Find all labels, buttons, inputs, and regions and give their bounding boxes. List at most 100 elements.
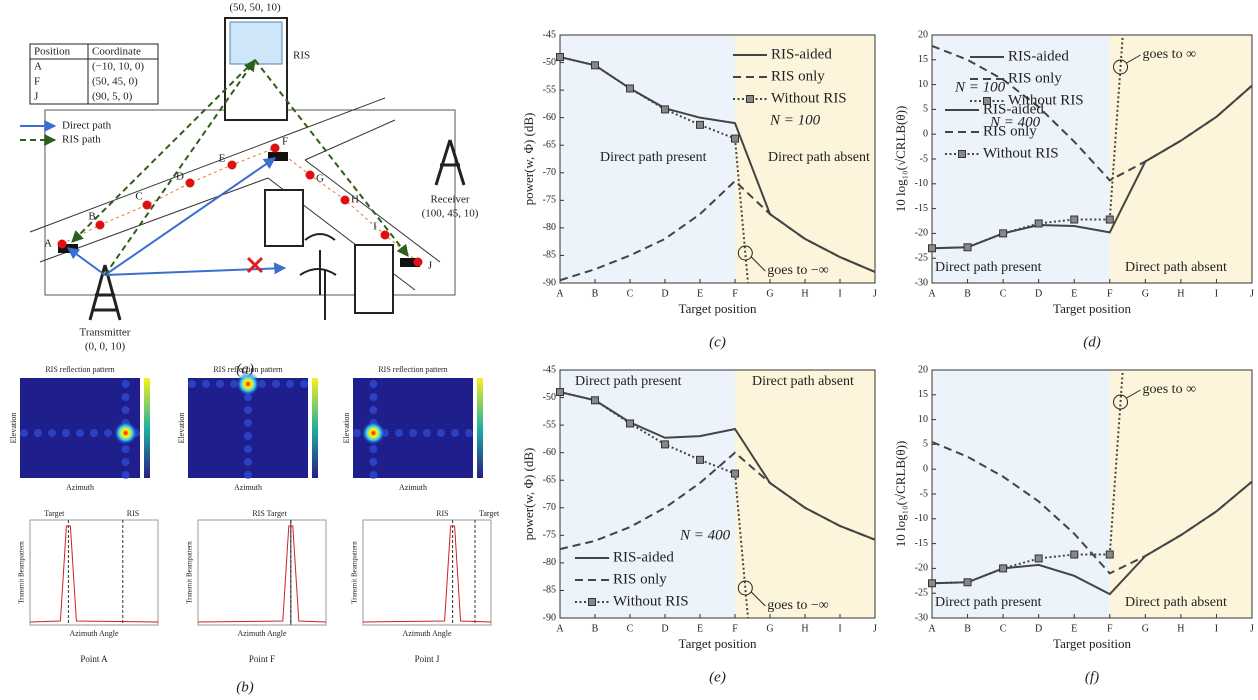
axis-label: Transmit Beampattern — [351, 541, 359, 604]
x-tick-label: G — [766, 288, 773, 299]
heatmap-title: RIS reflection pattern — [213, 365, 282, 374]
point-caption: Point J — [415, 654, 440, 664]
beampattern — [197, 525, 327, 623]
annotation-arrow — [1126, 389, 1141, 399]
marker — [661, 105, 669, 114]
point — [305, 170, 315, 180]
heatmap-lobe — [300, 380, 308, 388]
region-label: Direct path absent — [752, 374, 854, 389]
coordinate: (50, 50, 10) — [229, 2, 281, 14]
axis-label: Azimuth — [399, 483, 427, 492]
colorbar — [477, 378, 483, 478]
legend-label: RIS-aided — [983, 101, 1044, 117]
annotation-circle — [1113, 394, 1129, 410]
x-tick-label: H — [801, 623, 808, 634]
marker — [1034, 554, 1043, 563]
heatmap-peak — [361, 421, 386, 445]
heatmap-lobe — [409, 429, 417, 437]
x-tick-label: C — [1000, 288, 1007, 299]
annotation: goes to −∞ — [767, 263, 828, 278]
heatmap-title: RIS reflection pattern — [378, 365, 447, 374]
x-tick-label: J — [873, 288, 877, 299]
x-tick-label: E — [697, 623, 703, 634]
axis-label: Azimuth Angle — [69, 629, 119, 638]
x-tick-label: F — [732, 288, 738, 299]
x-tick-label: H — [801, 288, 808, 299]
divergence — [1108, 369, 1124, 555]
marker — [591, 61, 599, 70]
annotation: goes to ∞ — [1143, 382, 1197, 397]
y-tick-label: 5 — [923, 104, 928, 115]
annotation: goes to ∞ — [1143, 47, 1197, 62]
n-label: N = 100 — [954, 79, 1006, 95]
heatmap-lobe — [121, 445, 130, 453]
marker — [1070, 550, 1079, 559]
label: Receiver — [430, 194, 469, 206]
x-tick-label: G — [766, 623, 773, 634]
heatmap-peak — [236, 372, 260, 396]
point-caption: Point A — [80, 654, 108, 664]
heatmap-lobe — [465, 429, 473, 437]
x-tick-label: G — [1142, 288, 1149, 299]
x-tick-label: F — [732, 623, 738, 634]
y-axis-label: 10 log₁₀(√CRLB(θ)) — [893, 106, 908, 213]
coordinate: (100, 45, 10) — [422, 208, 479, 220]
region-label: Direct path present — [935, 260, 1042, 275]
y-tick-label: 5 — [923, 439, 928, 450]
heatmap-lobe — [48, 429, 56, 437]
x-tick-label: C — [627, 288, 634, 299]
y-tick-label: -55 — [543, 84, 556, 95]
axis-label: Azimuth Angle — [237, 629, 287, 638]
y-tick-label: 10 — [918, 414, 928, 425]
table-cell: F — [34, 76, 40, 88]
region — [560, 35, 735, 283]
marker — [928, 579, 936, 588]
region — [735, 35, 875, 283]
ris-path — [71, 59, 256, 243]
x-tick-label: J — [873, 623, 877, 634]
heatmap-lobe — [244, 406, 252, 414]
x-tick-label: B — [592, 623, 599, 634]
colorbar — [312, 378, 318, 478]
building — [264, 189, 304, 247]
point-label: B — [88, 211, 95, 223]
ris-path — [254, 59, 409, 257]
series-line — [559, 391, 876, 541]
annotation: goes to −∞ — [767, 598, 828, 613]
region-label: Direct path absent — [768, 150, 870, 165]
y-tick-label: -75 — [543, 530, 556, 541]
caption: (c) — [709, 334, 726, 350]
blocked-mark — [246, 256, 264, 274]
marker — [1070, 215, 1079, 224]
caption: (d) — [1083, 334, 1101, 350]
y-tick-label: -5 — [920, 488, 928, 499]
x-tick-label: D — [661, 288, 668, 299]
series-line — [559, 391, 736, 475]
legend-label: Without RIS — [613, 593, 689, 609]
heatmap-lobe — [369, 458, 378, 466]
y-tick-label: -20 — [915, 563, 928, 574]
marker — [626, 84, 634, 93]
y-tick-label: -80 — [543, 222, 556, 233]
axis-label: Transmit Beampattern — [186, 541, 194, 604]
plot-frame — [559, 369, 876, 619]
beampattern — [362, 525, 492, 623]
marker — [556, 53, 564, 62]
ris-path — [104, 59, 256, 276]
marker — [626, 419, 634, 428]
road — [304, 119, 396, 161]
x-tick-label: E — [1071, 288, 1077, 299]
beampattern-frame — [29, 519, 159, 626]
y-tick-label: -20 — [915, 228, 928, 239]
point — [227, 160, 237, 170]
x-tick-label: A — [556, 623, 564, 634]
x-tick-label: C — [627, 623, 634, 634]
series-line — [931, 440, 1253, 575]
legend-label: RIS only — [983, 123, 1037, 139]
y-tick-label: -15 — [915, 203, 928, 214]
heatmap-lobe — [286, 380, 294, 388]
x-tick-label: J — [1250, 288, 1254, 299]
scene — [20, 17, 466, 321]
x-axis-label: Target position — [679, 301, 757, 316]
